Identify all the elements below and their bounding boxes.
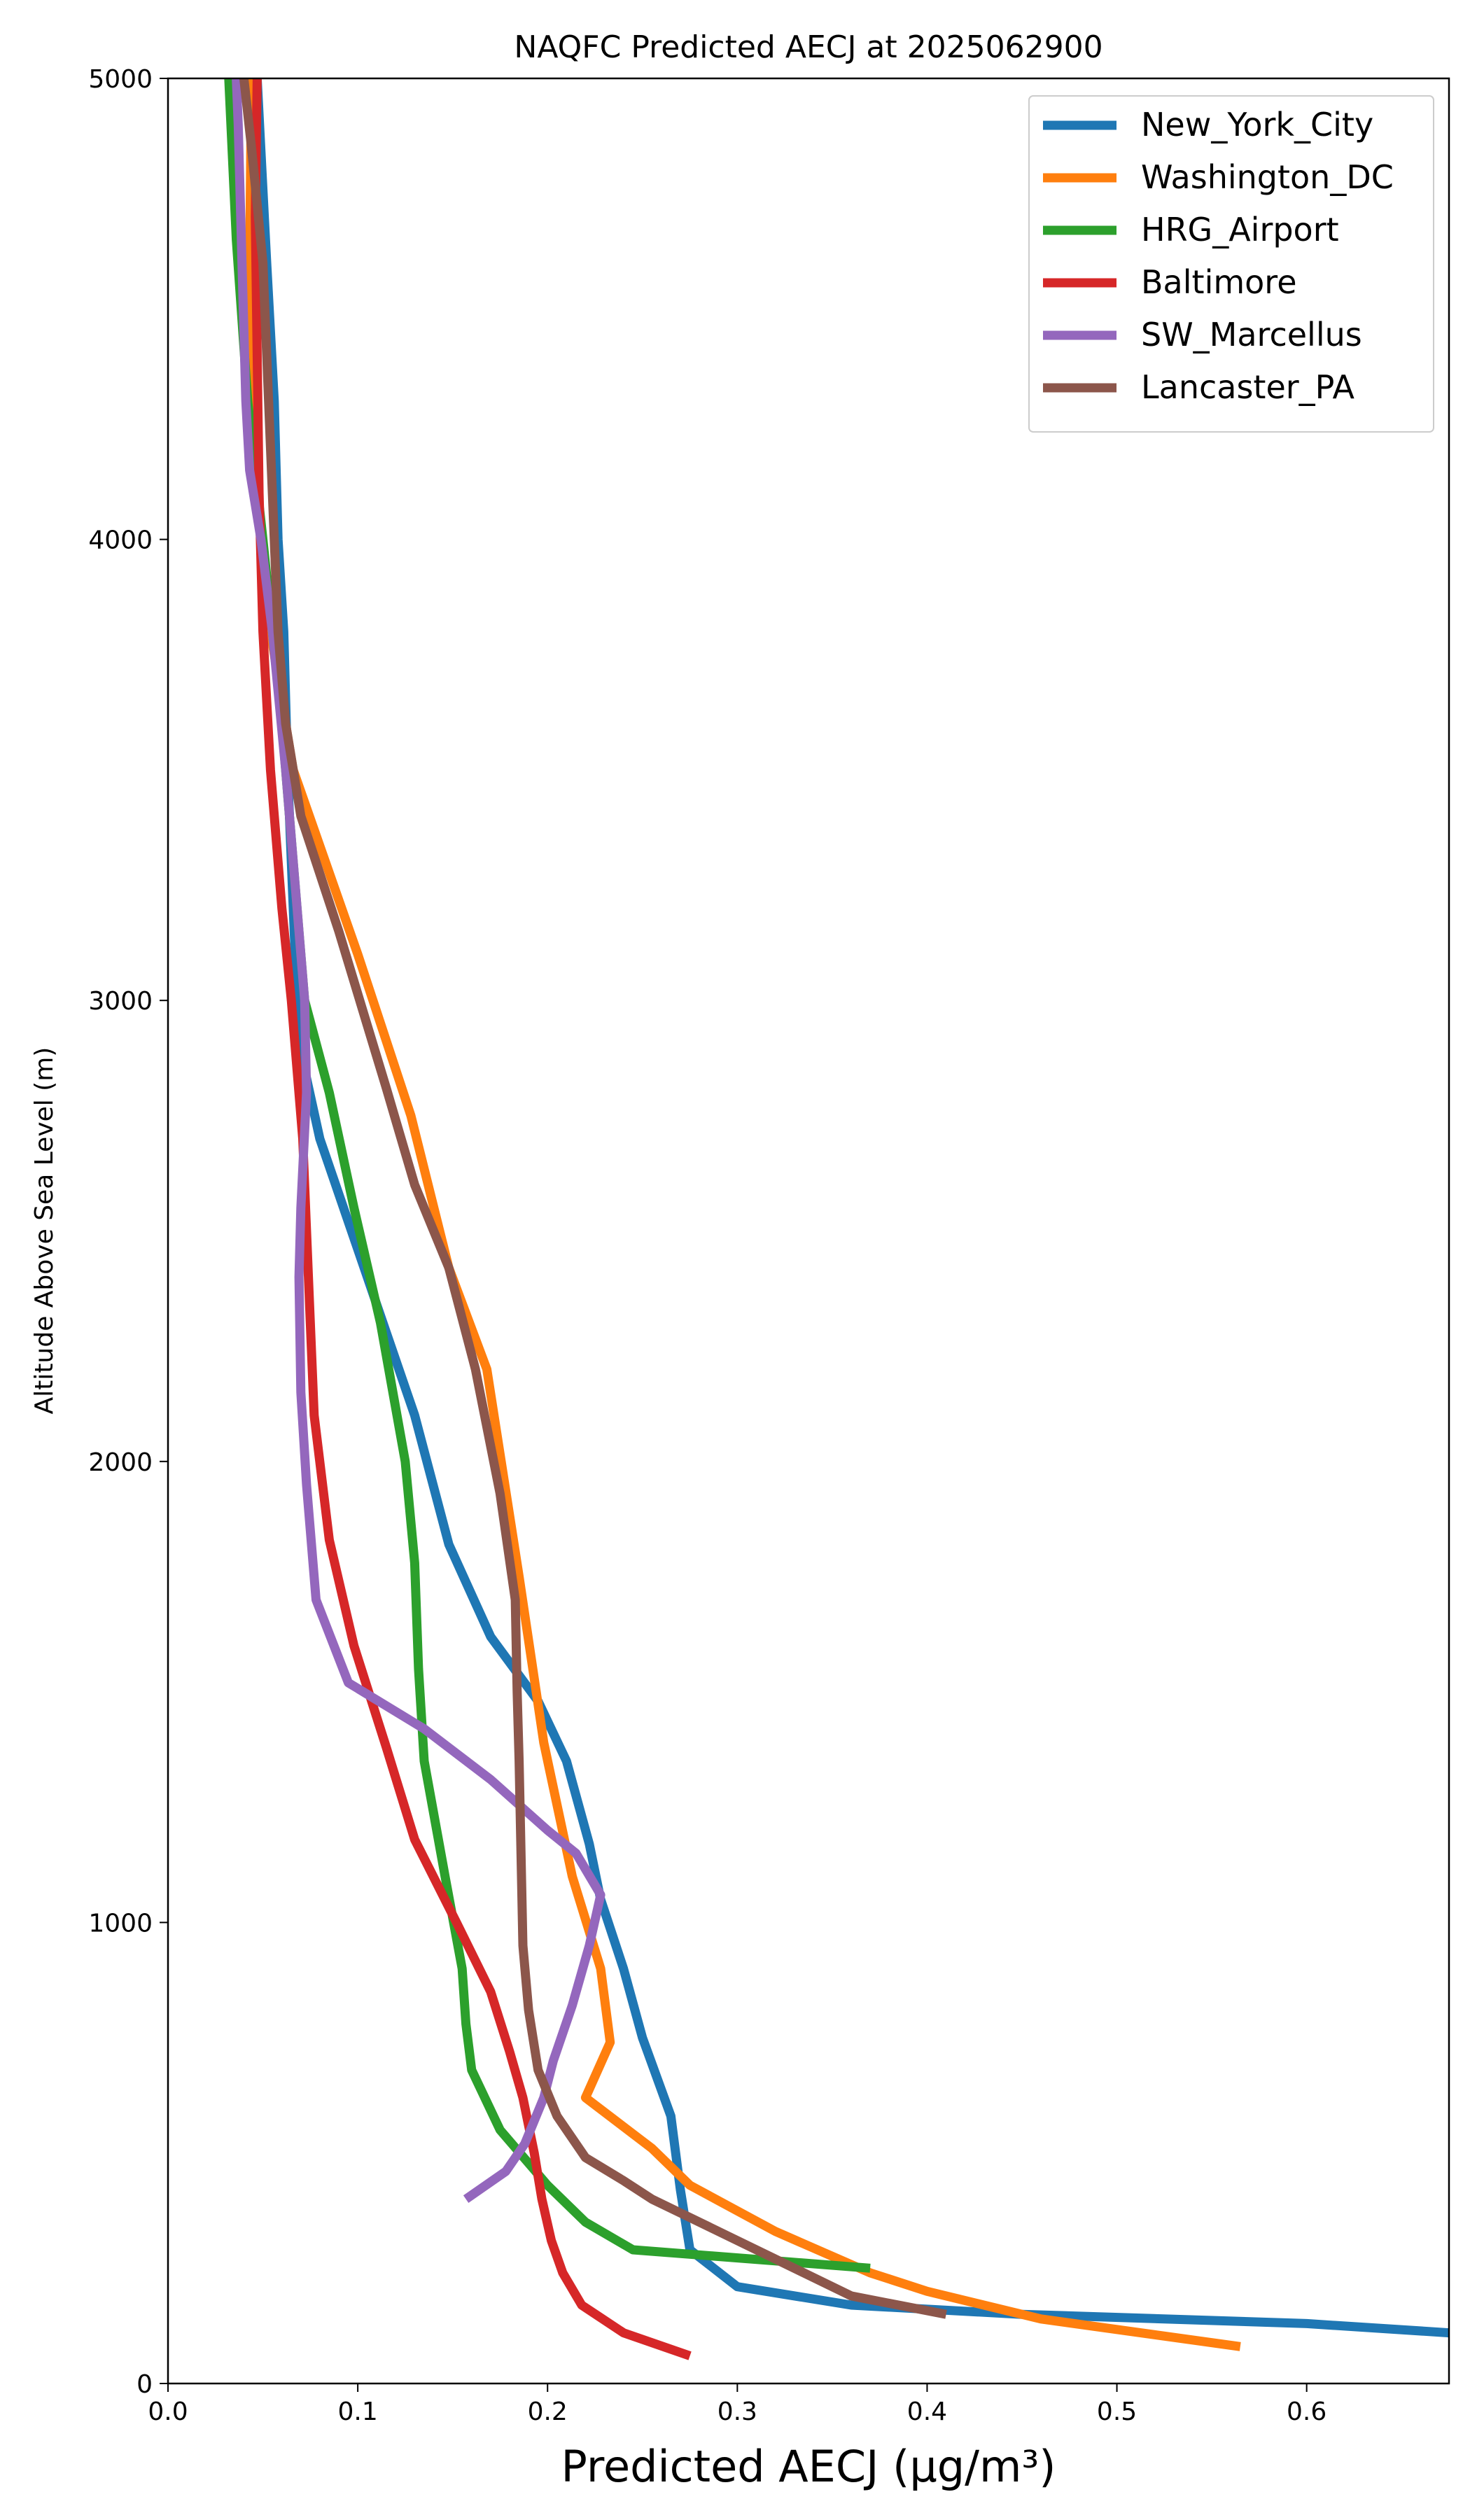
x-tick-label: 0.6	[1287, 2398, 1326, 2426]
x-tick-label: 0.1	[337, 2398, 377, 2426]
y-tick-label: 2000	[88, 1448, 153, 1477]
y-axis-label: Altitude Above Sea Level (m)	[30, 1047, 59, 1415]
legend-entry-label: Lancaster_PA	[1141, 368, 1354, 406]
y-tick-label: 3000	[88, 987, 153, 1016]
legend-frame	[1028, 95, 1434, 433]
y-tick-label: 1000	[88, 1909, 153, 1938]
series-lines	[224, 78, 1449, 2360]
legend: New_York_City Washington_DC HRG_Airport Bal…	[1028, 95, 1434, 433]
y-axis: 0 1000 2000 3000 4000 5000	[88, 65, 168, 2399]
series-line-sw-marcellus	[232, 78, 606, 2203]
x-tick-label: 0.4	[907, 2398, 947, 2426]
chart-title: NAQFC Predicted AECJ at 2025062900	[514, 29, 1102, 65]
y-tick-label: 0	[136, 2370, 153, 2399]
y-tick-label: 4000	[88, 526, 153, 555]
x-tick-label: 0.2	[528, 2398, 568, 2426]
legend-entry-label: HRG_Airport	[1141, 211, 1339, 248]
x-tick-label: 0.0	[148, 2398, 188, 2426]
legend-entry-label: Washington_DC	[1141, 158, 1394, 196]
plot-frame	[167, 77, 1450, 2385]
x-axis-label: Predicted AECJ (μg/m³)	[561, 2441, 1056, 2492]
legend-entry-label: SW_Marcellus	[1141, 316, 1362, 354]
legend-entry-label: Baltimore	[1141, 263, 1297, 301]
x-tick-label: 0.3	[718, 2398, 757, 2426]
legend-entry-label: New_York_City	[1141, 106, 1373, 144]
x-tick-label: 0.5	[1097, 2398, 1137, 2426]
x-axis: 0.0 0.1 0.2 0.3 0.4 0.5 0.6	[148, 2384, 1326, 2426]
y-tick-label: 5000	[88, 65, 153, 94]
series-line-lancaster-pa	[239, 78, 947, 2319]
